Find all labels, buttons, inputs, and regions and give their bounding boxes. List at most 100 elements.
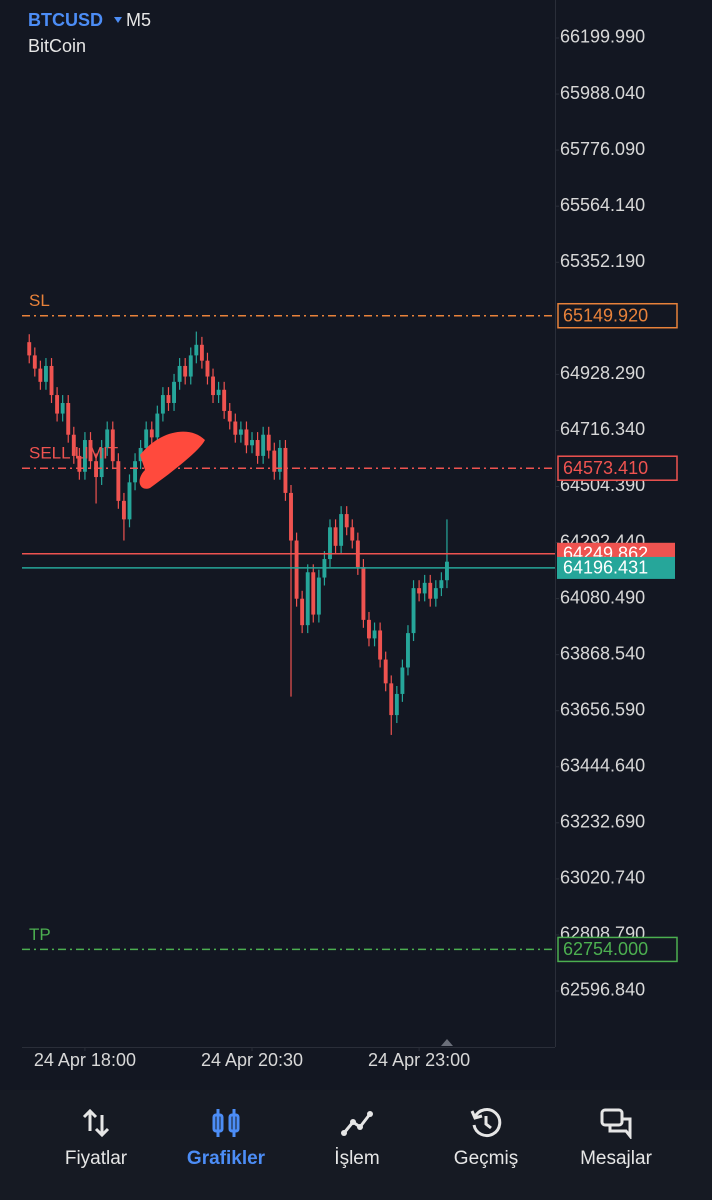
x-tick-label: 24 Apr 20:30	[201, 1050, 303, 1070]
candle-body	[300, 598, 305, 626]
candle-body	[149, 429, 154, 438]
candle-body	[105, 429, 110, 448]
y-tick-label: 64716.340	[560, 419, 645, 439]
candle-body	[433, 588, 438, 599]
candle-body	[116, 461, 121, 501]
candle-body	[77, 455, 82, 472]
candle-body	[272, 450, 277, 472]
candle-body	[333, 527, 338, 546]
x-tick-label: 24 Apr 18:00	[34, 1050, 136, 1070]
candle-body	[88, 440, 93, 462]
nav-label: Fiyatlar	[64, 1148, 128, 1169]
y-tick-label: 65352.190	[560, 251, 645, 271]
candle-body	[211, 376, 215, 396]
nav-item[interactable]: Mesajlar	[556, 1104, 676, 1184]
candle-body	[339, 514, 344, 546]
candle-body	[255, 440, 260, 456]
order-price-box	[557, 936, 678, 963]
y-tick-label: 65988.040	[560, 83, 645, 103]
candle-body	[194, 344, 199, 356]
candle-body	[216, 389, 221, 396]
candle-body	[367, 619, 371, 639]
candle-body	[144, 429, 149, 448]
candle-body	[328, 527, 332, 560]
candle-body	[417, 588, 422, 594]
scroll-marker	[441, 1039, 453, 1046]
candle-body	[172, 381, 176, 403]
candle-body	[127, 482, 132, 520]
nav-item[interactable]: Geçmiş	[426, 1104, 546, 1184]
price-label: 64196.431	[563, 558, 648, 578]
dropdown-arrow	[114, 17, 122, 23]
nav-icon	[212, 1109, 240, 1137]
candle-body	[372, 630, 377, 639]
candle-body	[261, 434, 266, 456]
order-level-name: TP	[29, 925, 51, 944]
candle-body	[188, 355, 193, 377]
nav-icon	[82, 1108, 110, 1138]
order-price-label: 62754.000	[563, 939, 648, 959]
nav-item[interactable]: Grafikler	[166, 1104, 286, 1184]
candle-body	[71, 434, 76, 456]
nav-item[interactable]: Fiyatlar	[36, 1104, 156, 1184]
candle-body	[311, 572, 316, 615]
candle-body	[133, 461, 138, 483]
candle-body	[350, 527, 355, 541]
nav-label: Grafikler	[186, 1148, 266, 1169]
y-tick-label: 65564.140	[560, 195, 645, 215]
nav-icon	[600, 1108, 632, 1139]
candle-body	[38, 368, 43, 382]
scribble	[139, 431, 205, 489]
candle-body	[227, 410, 232, 422]
y-tick-label: 62596.840	[560, 980, 645, 1000]
candle-body	[55, 395, 60, 414]
candle-body	[205, 360, 210, 377]
candle-body	[428, 582, 433, 599]
timeframe[interactable]: M5	[126, 10, 151, 30]
candle-body	[177, 365, 182, 382]
candle-body	[82, 440, 87, 472]
candle-body	[283, 447, 288, 493]
y-tick-label: 66199.990	[560, 27, 645, 47]
order-level-name: SELL LIMIT	[29, 444, 118, 463]
candle-body	[183, 365, 188, 377]
candle-body	[394, 693, 399, 716]
nav-icon	[341, 1111, 373, 1136]
candle-body	[406, 633, 410, 668]
candle-body	[121, 500, 126, 520]
candle-body	[266, 434, 271, 451]
candle-body	[361, 566, 366, 620]
candle-body	[199, 344, 204, 361]
y-tick-label: 63020.740	[560, 868, 645, 888]
candle-body	[305, 572, 310, 626]
y-tick-label: 65776.090	[560, 139, 645, 159]
y-tick-label: 63444.640	[560, 756, 645, 776]
candle-body	[155, 413, 160, 438]
nav-item[interactable]: İşlem	[297, 1104, 417, 1184]
candle-body	[250, 440, 254, 446]
candle-body	[439, 580, 444, 589]
symbol[interactable]: BTCUSD	[28, 10, 103, 30]
order-level-name: SL	[29, 291, 50, 310]
y-tick-label: 64928.290	[560, 363, 645, 383]
order-price-box	[557, 455, 678, 481]
candle-body	[244, 429, 249, 446]
nav-label: İşlem	[334, 1148, 380, 1169]
candle-body	[94, 461, 99, 478]
order-price-label: 65149.920	[563, 305, 648, 325]
description: BitCoin	[28, 36, 86, 56]
y-tick-label: 63656.590	[560, 699, 645, 719]
candle-body	[294, 540, 299, 599]
x-tick-label: 24 Apr 23:00	[368, 1050, 470, 1070]
candle-body	[383, 659, 388, 684]
candle-body	[49, 365, 54, 396]
candle-body	[422, 582, 427, 594]
candle-body	[344, 514, 349, 528]
nav-icon	[470, 1108, 502, 1138]
candle-body	[238, 429, 243, 435]
nav-label: Mesajlar	[580, 1148, 652, 1169]
candle-body	[411, 588, 416, 634]
candle-body	[289, 492, 293, 541]
order-price-box	[557, 302, 678, 329]
bottom-nav: Fiyatlar Grafikler İşlem Geçmiş Mesajlar	[0, 1090, 712, 1200]
